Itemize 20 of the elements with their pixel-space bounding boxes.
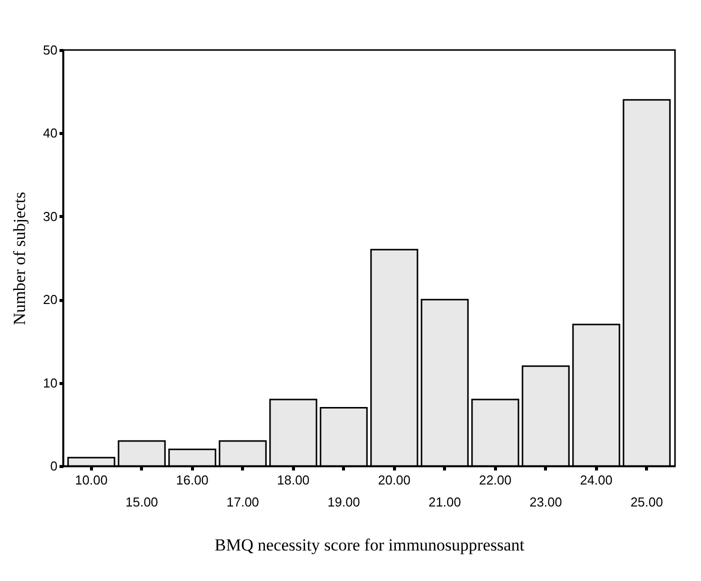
x-tick-label: 23.00 [529, 494, 562, 510]
x-tick-label: 19.00 [327, 494, 360, 510]
x-tick-label: 22.00 [478, 472, 512, 488]
y-axis-title: Number of subjects [10, 192, 30, 326]
x-tick-label: 15.00 [126, 494, 158, 510]
x-tick-label: 17.00 [226, 494, 260, 510]
x-tick-label: 24.00 [580, 472, 612, 488]
x-tick-label: 20.00 [378, 472, 411, 488]
y-tick-label: 40 [43, 126, 58, 141]
x-axis-title: BMQ necessity score for immunosuppressant [214, 536, 525, 554]
y-tick-label: 10 [43, 375, 58, 390]
x-tick-label: 10.00 [75, 472, 108, 488]
x-tick-label: 21.00 [428, 494, 462, 510]
x-tick-label: 25.00 [630, 494, 663, 510]
y-tick-label: 0 [50, 458, 58, 474]
y-tick-label: 50 [43, 42, 58, 58]
y-tick-label: 30 [43, 208, 58, 224]
x-tick-label: 18.00 [276, 472, 310, 488]
x-tick-label: 16.00 [176, 472, 209, 488]
y-tick-label: 20 [43, 292, 58, 308]
